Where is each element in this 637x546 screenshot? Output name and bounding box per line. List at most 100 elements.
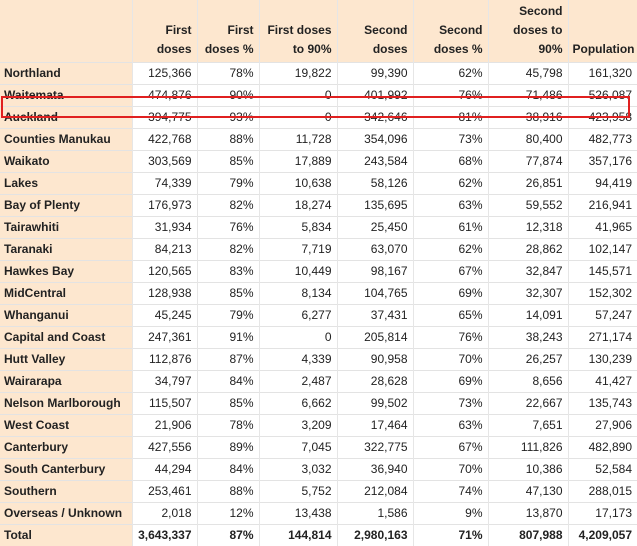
cell-first-doses-to-90: 11,728 (259, 129, 337, 151)
cell-second-doses: 17,464 (337, 415, 413, 437)
cell-second-doses: 104,765 (337, 283, 413, 305)
cell-population: 102,147 (568, 239, 637, 261)
cell-population: 17,173 (568, 503, 637, 525)
cell-first-doses-to-90: 13,438 (259, 503, 337, 525)
cell-second-doses-to-90: 14,091 (488, 305, 568, 327)
cell-population: 145,571 (568, 261, 637, 283)
cell-second-doses-to-90: 26,257 (488, 349, 568, 371)
cell-population: 27,906 (568, 415, 637, 437)
cell-first-doses-to-90: 7,719 (259, 239, 337, 261)
cell-dhb-name: Canterbury (0, 437, 132, 459)
cell-first-doses-percent: 78% (197, 415, 259, 437)
cell-second-doses-percent: 70% (413, 349, 488, 371)
cell-first-doses: 34,797 (132, 371, 197, 393)
cell-second-doses-to-90: 45,798 (488, 63, 568, 85)
cell-population: 526,087 (568, 85, 637, 107)
total-dhb-name: Total (0, 525, 132, 546)
cell-second-doses: 135,695 (337, 195, 413, 217)
cell-second-doses-to-90: 111,826 (488, 437, 568, 459)
cell-second-doses: 322,775 (337, 437, 413, 459)
cell-first-doses-percent: 82% (197, 195, 259, 217)
cell-dhb-name: Southern (0, 481, 132, 503)
cell-first-doses-percent: 84% (197, 459, 259, 481)
header-second-doses-percent: Second doses % (413, 0, 488, 63)
cell-population: 357,176 (568, 151, 637, 173)
cell-second-doses-percent: 67% (413, 437, 488, 459)
cell-second-doses: 36,940 (337, 459, 413, 481)
cell-dhb-name: Bay of Plenty (0, 195, 132, 217)
cell-first-doses-to-90: 2,487 (259, 371, 337, 393)
cell-second-doses-percent: 81% (413, 107, 488, 129)
cell-first-doses-percent: 78% (197, 63, 259, 85)
total-second-doses-to-90: 807,988 (488, 525, 568, 546)
cell-first-doses-to-90: 5,752 (259, 481, 337, 503)
cell-population: 52,584 (568, 459, 637, 481)
cell-second-doses: 205,814 (337, 327, 413, 349)
cell-first-doses-to-90: 5,834 (259, 217, 337, 239)
cell-first-doses-percent: 85% (197, 283, 259, 305)
cell-second-doses-percent: 65% (413, 305, 488, 327)
cell-first-doses-to-90: 6,277 (259, 305, 337, 327)
cell-first-doses-percent: 91% (197, 327, 259, 349)
cell-first-doses: 253,461 (132, 481, 197, 503)
header-second-doses-to-90: Second doses to 90% (488, 0, 568, 63)
cell-first-doses-percent: 12% (197, 503, 259, 525)
cell-first-doses: 128,938 (132, 283, 197, 305)
cell-second-doses: 243,584 (337, 151, 413, 173)
cell-population: 152,302 (568, 283, 637, 305)
header-first-doses-to-90: First doses to 90% (259, 0, 337, 63)
cell-first-doses-percent: 93% (197, 107, 259, 129)
cell-second-doses-percent: 63% (413, 415, 488, 437)
cell-dhb-name: Lakes (0, 173, 132, 195)
cell-first-doses: 21,906 (132, 415, 197, 437)
cell-dhb-name: MidCentral (0, 283, 132, 305)
cell-second-doses-percent: 67% (413, 261, 488, 283)
total-second-doses-percent: 71% (413, 525, 488, 546)
cell-second-doses: 354,096 (337, 129, 413, 151)
cell-first-doses: 31,934 (132, 217, 197, 239)
cell-first-doses-to-90: 3,032 (259, 459, 337, 481)
cell-first-doses: 84,213 (132, 239, 197, 261)
cell-first-doses-to-90: 4,339 (259, 349, 337, 371)
cell-second-doses-to-90: 32,847 (488, 261, 568, 283)
cell-first-doses-percent: 84% (197, 371, 259, 393)
cell-first-doses-percent: 90% (197, 85, 259, 107)
cell-dhb-name: Hutt Valley (0, 349, 132, 371)
cell-dhb-name: Tairawhiti (0, 217, 132, 239)
cell-dhb-name: Nelson Marlborough (0, 393, 132, 415)
cell-first-doses: 112,876 (132, 349, 197, 371)
total-second-doses: 2,980,163 (337, 525, 413, 546)
cell-dhb-name: Taranaki (0, 239, 132, 261)
header-first-doses: First doses (132, 0, 197, 63)
cell-dhb-name: Whanganui (0, 305, 132, 327)
cell-second-doses: 25,450 (337, 217, 413, 239)
cell-second-doses-percent: 73% (413, 129, 488, 151)
cell-second-doses-percent: 70% (413, 459, 488, 481)
cell-first-doses-to-90: 8,134 (259, 283, 337, 305)
cell-second-doses: 1,586 (337, 503, 413, 525)
cell-second-doses-percent: 68% (413, 151, 488, 173)
cell-dhb-name: Waitemata (0, 85, 132, 107)
cell-second-doses-to-90: 77,874 (488, 151, 568, 173)
cell-second-doses-to-90: 47,130 (488, 481, 568, 503)
cell-first-doses-percent: 85% (197, 393, 259, 415)
cell-population: 94,419 (568, 173, 637, 195)
cell-first-doses-to-90: 17,889 (259, 151, 337, 173)
cell-population: 216,941 (568, 195, 637, 217)
total-first-doses: 3,643,337 (132, 525, 197, 546)
cell-first-doses: 247,361 (132, 327, 197, 349)
cell-dhb-name: South Canterbury (0, 459, 132, 481)
